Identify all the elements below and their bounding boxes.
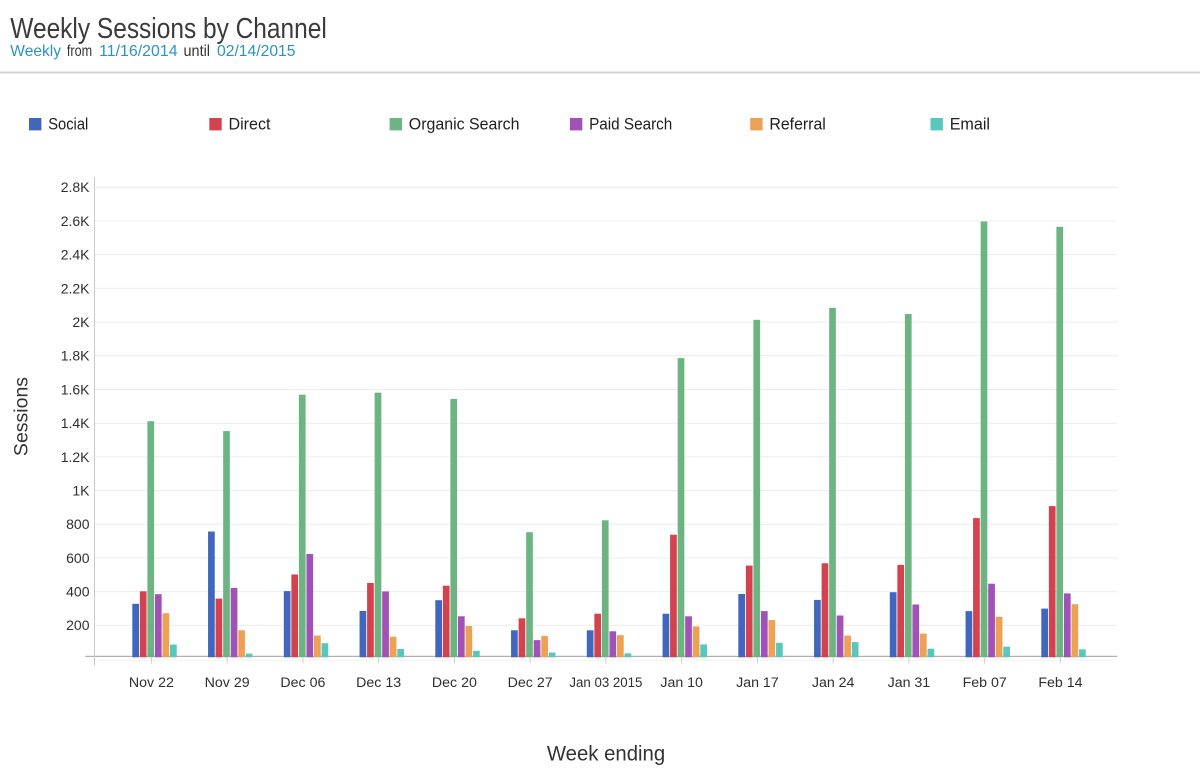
svg-text:Feb 14: Feb 14 [1038,675,1082,691]
svg-text:200: 200 [66,617,90,633]
svg-text:600: 600 [66,550,90,566]
svg-text:from: from [67,43,92,60]
svg-text:Referral: Referral [769,114,825,133]
svg-text:Weekly: Weekly [10,43,61,60]
svg-text:Weekly Sessions by Channel: Weekly Sessions by Channel [10,13,327,45]
svg-text:Jan 17: Jan 17 [736,675,779,691]
svg-text:1.6K: 1.6K [61,381,90,397]
svg-text:2.8K: 2.8K [61,179,90,195]
svg-text:400: 400 [66,584,90,600]
svg-text:02/14/2015: 02/14/2015 [217,43,296,60]
svg-text:2K: 2K [72,314,90,330]
svg-text:1K: 1K [72,482,90,498]
svg-text:Dec 27: Dec 27 [508,675,553,691]
svg-text:Dec 20: Dec 20 [432,675,477,691]
svg-text:Jan 10: Jan 10 [660,675,703,691]
svg-text:1.2K: 1.2K [61,449,90,465]
svg-text:2.6K: 2.6K [61,213,90,229]
svg-text:Organic Search: Organic Search [409,114,520,133]
svg-text:1.4K: 1.4K [61,415,90,431]
svg-text:Jan 03 2015: Jan 03 2015 [569,675,642,691]
svg-text:11/16/2014: 11/16/2014 [99,43,178,60]
svg-text:Jan 31: Jan 31 [888,675,931,691]
svg-text:Jan 24: Jan 24 [812,675,855,691]
svg-text:Direct: Direct [229,114,271,133]
svg-text:Nov 22: Nov 22 [129,675,174,691]
svg-text:Paid Search: Paid Search [589,114,672,133]
svg-text:1.8K: 1.8K [61,348,90,364]
svg-text:until: until [184,43,211,60]
svg-text:2.2K: 2.2K [61,280,90,296]
svg-text:Email: Email [950,114,990,133]
svg-text:Week ending: Week ending [547,743,665,766]
svg-text:Dec 13: Dec 13 [356,675,401,691]
svg-text:Dec 06: Dec 06 [280,675,325,691]
svg-text:Sessions: Sessions [11,377,33,456]
svg-text:Feb 07: Feb 07 [963,675,1007,691]
svg-text:800: 800 [66,516,90,532]
svg-text:Social: Social [48,114,88,133]
svg-text:2.4K: 2.4K [61,247,90,263]
svg-text:Nov 29: Nov 29 [205,675,250,691]
